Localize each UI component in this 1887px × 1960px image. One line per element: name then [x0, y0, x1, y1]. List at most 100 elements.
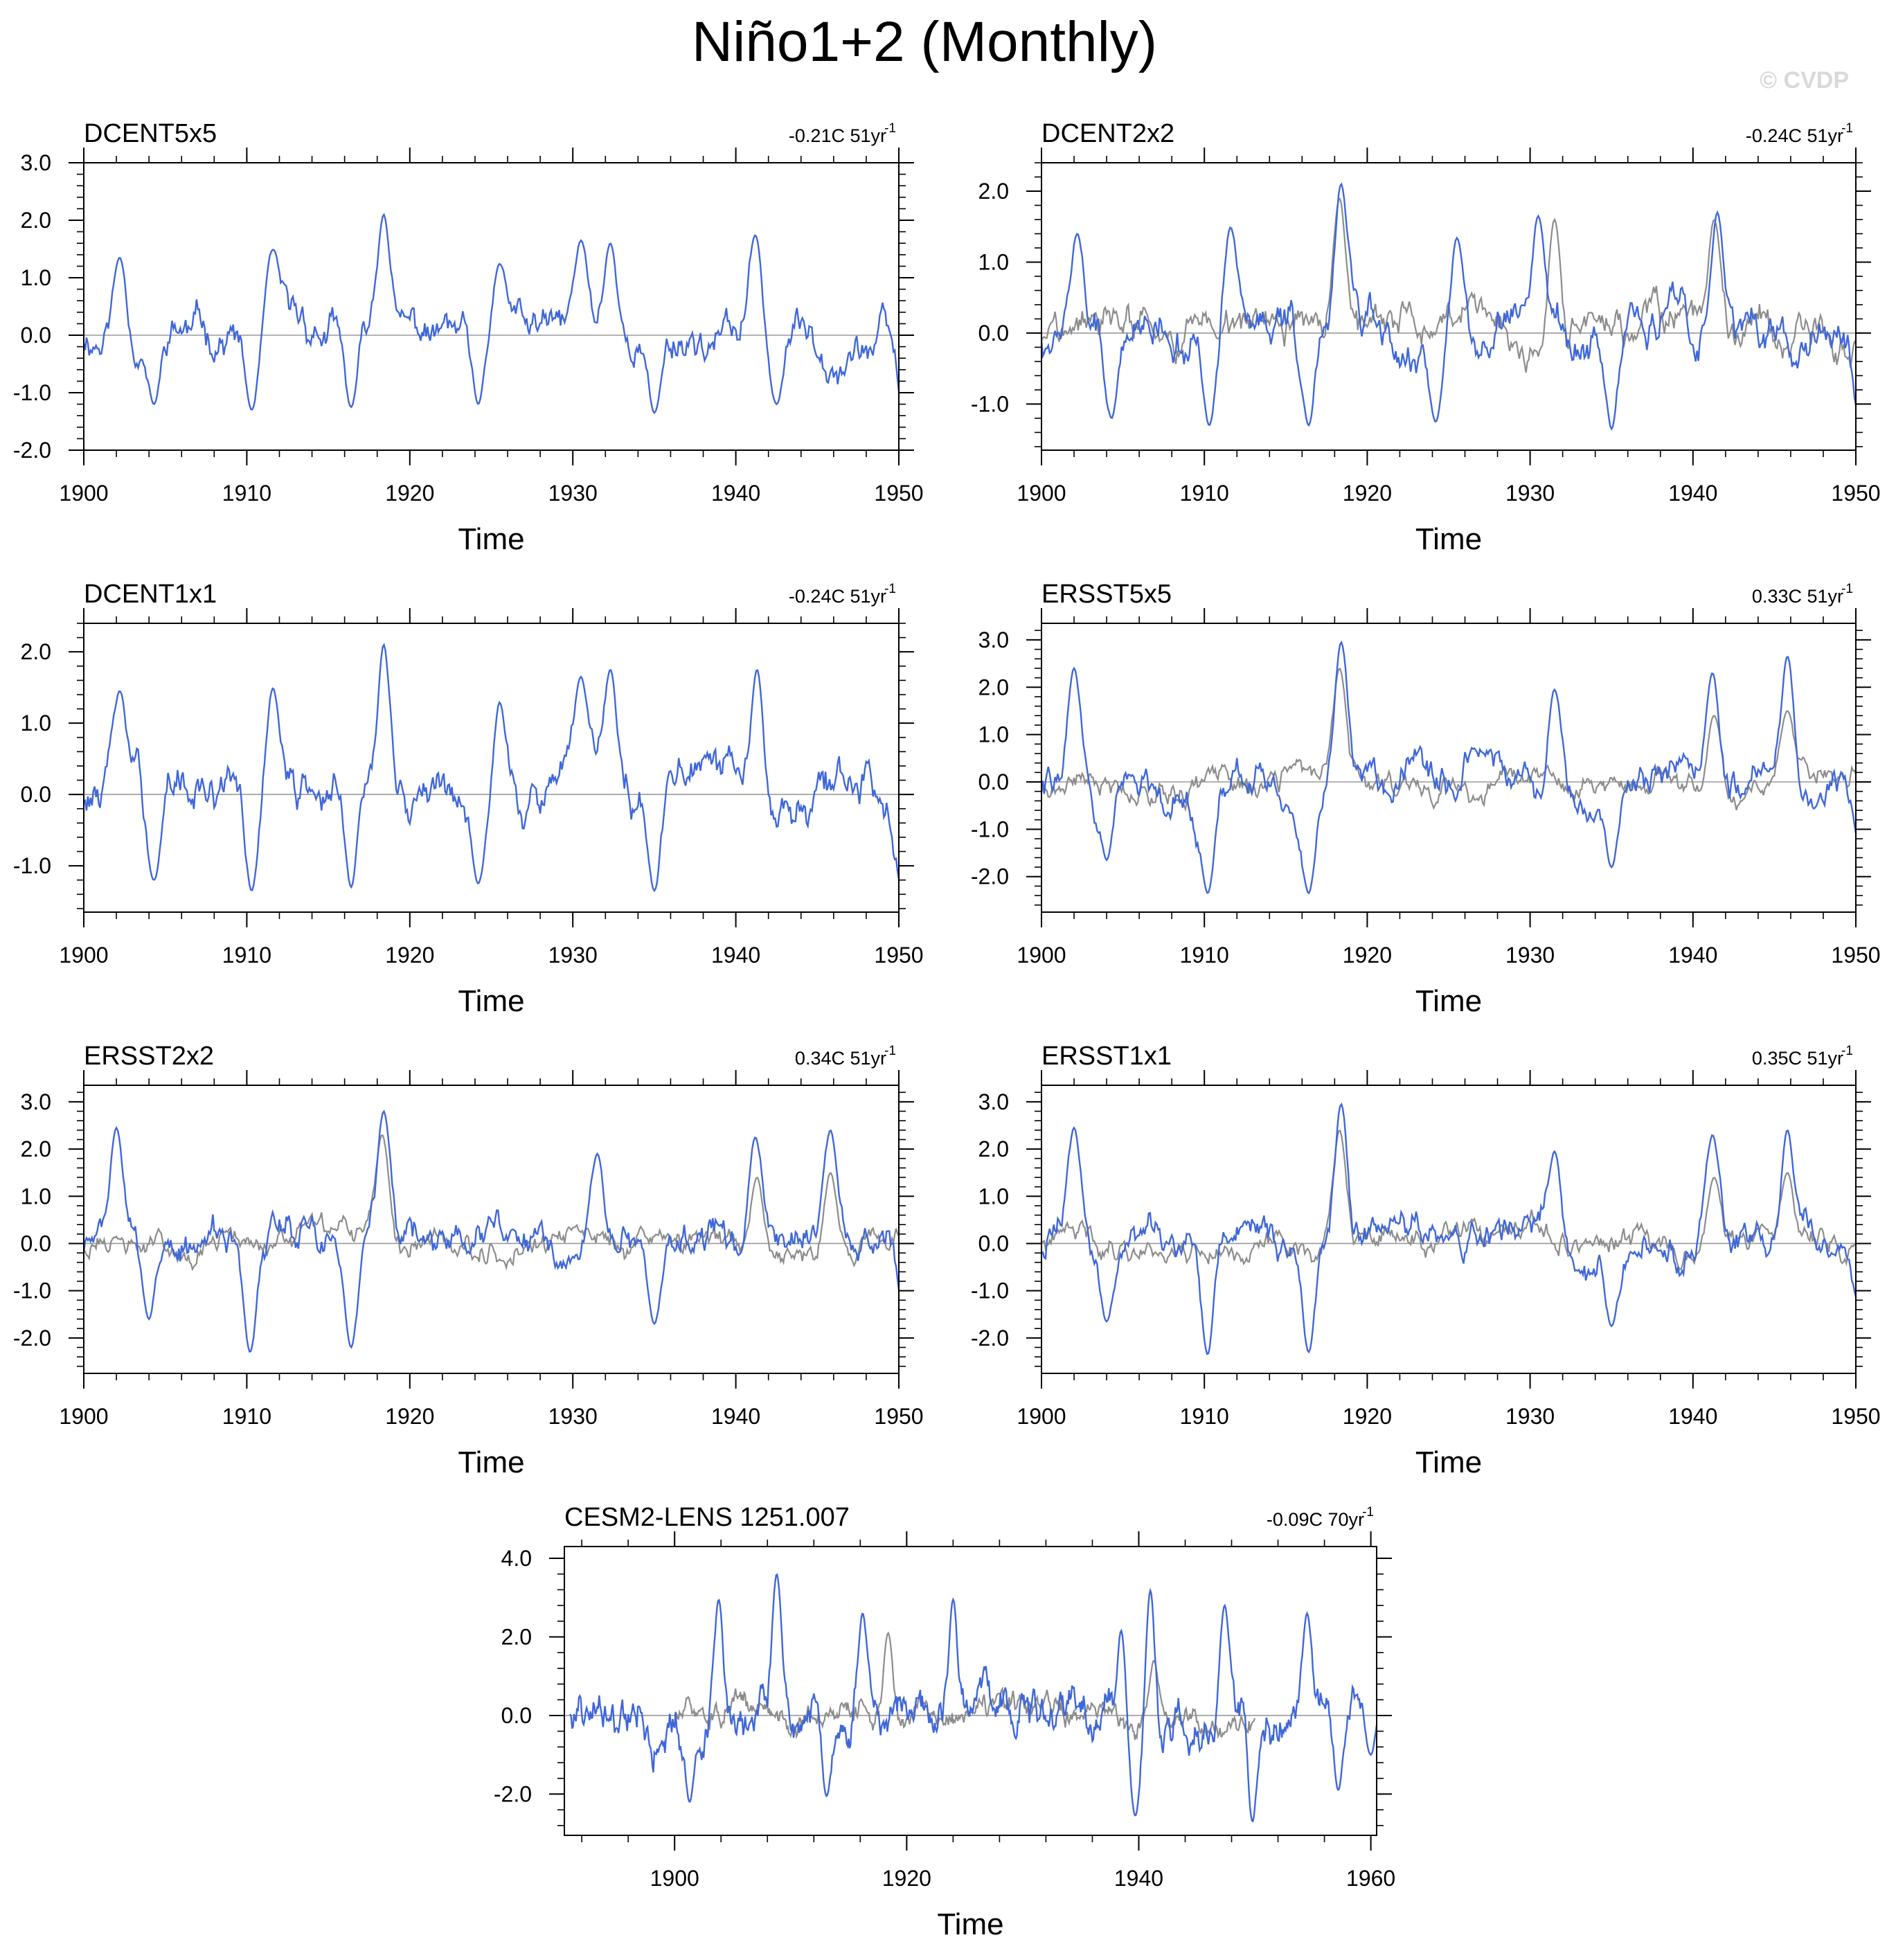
y-tick-label: 1.0 — [978, 249, 1009, 274]
trend-label: 0.33C 51yr — [1752, 586, 1843, 607]
panel-3: DCENT1x1 -0.24C 51yr-1 1900 1910 1920 1930 194… — [13, 580, 924, 1018]
y-tick-label: -1.0 — [13, 1279, 51, 1303]
x-tick-label: 1900 — [59, 1404, 108, 1429]
x-tick-label: 1920 — [1343, 1404, 1392, 1429]
model-series-line — [1041, 1102, 1856, 1355]
x-axis-label: Time — [937, 1907, 1003, 1941]
x-tick-label: 1940 — [1668, 943, 1717, 968]
x-tick-label: 1900 — [59, 943, 108, 968]
model-series-line — [569, 1573, 1377, 1823]
y-tick-label: -1.0 — [13, 853, 51, 878]
panel-title: DCENT5x5 — [84, 119, 217, 148]
y-tick-label: 3.0 — [21, 150, 51, 175]
y-tick-label: 3.0 — [978, 1089, 1009, 1114]
model-series-line — [84, 213, 899, 414]
x-tick-label: 1920 — [1343, 481, 1392, 506]
x-tick-label: 1930 — [548, 1404, 598, 1429]
obs-series-line — [84, 1134, 899, 1272]
x-tick-label: 1910 — [1180, 481, 1229, 506]
x-tick-label: 1900 — [1017, 943, 1066, 968]
model-series-line — [84, 643, 899, 893]
model-series-line — [84, 1110, 899, 1353]
x-tick-label: 1930 — [1505, 943, 1555, 968]
y-tick-label: 0.0 — [21, 323, 51, 348]
trend-exponent: -1 — [1362, 1505, 1374, 1520]
y-tick-label: -1.0 — [13, 380, 51, 405]
y-tick-label: 2.0 — [21, 1137, 51, 1161]
y-tick-label: 2.0 — [21, 639, 51, 664]
x-tick-label: 1900 — [1017, 1404, 1066, 1429]
obs-series-line — [1041, 668, 1856, 812]
y-tick-label: 3.0 — [21, 1089, 51, 1114]
panel-5: ERSST2x2 0.34C 51yr-1 1900 1910 1920 1930 1940… — [13, 1042, 924, 1479]
x-tick-label: 1950 — [1831, 1404, 1880, 1429]
x-tick-label: 1900 — [59, 481, 108, 506]
panel-title: DCENT1x1 — [84, 580, 217, 609]
trend-exponent: -1 — [884, 121, 896, 136]
trend-label: 0.35C 51yr — [1752, 1048, 1843, 1069]
panel-1: DCENT5x5 -0.21C 51yr-1 1900 1910 1920 1930 194… — [13, 119, 924, 556]
y-tick-label: 3.0 — [978, 627, 1009, 652]
y-tick-label: 1.0 — [21, 711, 51, 736]
y-tick-label: 2.0 — [978, 179, 1009, 204]
plot-frame — [83, 162, 900, 451]
y-tick-label: 1.0 — [978, 722, 1009, 747]
trend-exponent: -1 — [884, 1044, 896, 1058]
panel-title: ERSST5x5 — [1041, 580, 1172, 609]
y-tick-label: -2.0 — [494, 1781, 532, 1806]
plot-frame — [83, 623, 900, 913]
plot-frame — [1041, 162, 1857, 451]
y-tick-label: -1.0 — [971, 817, 1009, 841]
panel-title: ERSST1x1 — [1041, 1042, 1172, 1071]
panel-title: ERSST2x2 — [84, 1042, 214, 1071]
x-tick-label: 1940 — [711, 481, 760, 506]
trend-exponent: -1 — [1841, 1044, 1853, 1058]
y-tick-label: -2.0 — [971, 1326, 1009, 1351]
obs-series-line — [1041, 197, 1856, 373]
y-tick-label: -2.0 — [971, 864, 1009, 889]
y-tick-label: 0.0 — [978, 321, 1009, 346]
x-tick-label: 1950 — [874, 943, 923, 968]
x-tick-label: 1920 — [385, 481, 434, 506]
y-tick-label: 2.0 — [501, 1624, 532, 1649]
figure-title: Niño1+2 (Monthly) — [692, 10, 1157, 73]
watermark: © CVDP — [1760, 67, 1849, 93]
panel-title: DCENT2x2 — [1041, 119, 1174, 148]
y-tick-label: -2.0 — [13, 1326, 51, 1351]
x-tick-label: 1940 — [711, 1404, 760, 1429]
x-tick-label: 1930 — [1505, 481, 1555, 506]
x-tick-label: 1930 — [548, 943, 598, 968]
trend-label: -0.24C 51yr — [789, 586, 886, 607]
y-tick-label: 0.0 — [501, 1703, 532, 1728]
trend-label: -0.24C 51yr — [1746, 125, 1843, 146]
x-tick-label: 1910 — [222, 481, 271, 506]
trend-exponent: -1 — [1841, 121, 1853, 136]
y-tick-label: -1.0 — [971, 391, 1009, 416]
x-tick-label: 1920 — [385, 943, 434, 968]
panel-4: ERSST5x5 0.33C 51yr-1 1900 1910 1920 1930 1940… — [971, 580, 1881, 1018]
trend-label: -0.21C 51yr — [789, 125, 886, 146]
x-axis-label: Time — [458, 984, 524, 1018]
x-tick-label: 1910 — [1180, 943, 1229, 968]
trend-exponent: -1 — [1841, 582, 1853, 596]
x-tick-label: 1940 — [1668, 1404, 1717, 1429]
y-tick-label: 1.0 — [21, 265, 51, 290]
y-tick-label: -2.0 — [13, 438, 51, 463]
x-tick-label: 1940 — [1668, 481, 1717, 506]
x-tick-label: 1960 — [1346, 1866, 1395, 1891]
x-tick-label: 1920 — [1343, 943, 1392, 968]
x-tick-label: 1930 — [1505, 1404, 1555, 1429]
obs-series-line — [674, 1631, 1256, 1740]
x-tick-label: 1950 — [1831, 943, 1880, 968]
y-tick-label: 2.0 — [978, 675, 1009, 700]
x-tick-label: 1940 — [711, 943, 760, 968]
y-tick-label: 2.0 — [21, 208, 51, 233]
x-axis-label: Time — [458, 1445, 524, 1479]
plot-frame — [564, 1546, 1377, 1836]
x-tick-label: 1920 — [385, 1404, 434, 1429]
x-tick-label: 1920 — [882, 1866, 931, 1891]
x-axis-label: Time — [1415, 984, 1482, 1018]
y-tick-label: 2.0 — [978, 1137, 1009, 1161]
